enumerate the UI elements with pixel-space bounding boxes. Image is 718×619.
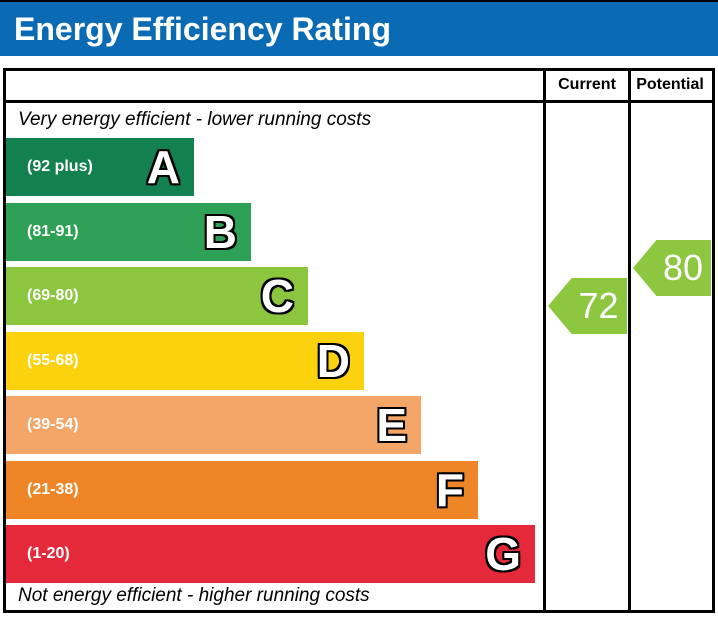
potential-column-header: Potential [636,76,704,93]
header-row-divider [6,100,712,103]
current-rating-arrow: 72 [548,278,627,334]
band-range-label: (81-91) [27,223,79,240]
band-g: (1-20) G [6,525,535,583]
band-letter: F [435,464,464,516]
potential-column-divider [628,71,631,610]
band-letter: A [146,141,180,193]
top-note: Very energy efficient - lower running co… [18,109,372,130]
top-border-line [0,0,718,2]
band-range-label: (69-80) [27,287,79,304]
band-e: (39-54) E [6,396,421,454]
band-letter: C [260,270,294,322]
band-letter: D [316,335,350,387]
potential-rating-value: 80 [662,247,704,288]
current-column-header: Current [558,76,616,93]
band-range-label: (92 plus) [27,158,93,175]
potential-rating-arrow: 80 [633,240,711,296]
band-letter: E [376,399,407,451]
band-d: (55-68) D [6,332,364,390]
band-letter: B [203,206,237,258]
bottom-note: Not energy efficient - higher running co… [18,585,370,606]
band-b: (81-91) B [6,203,251,261]
current-column-divider [543,71,546,610]
band-letter: G [485,528,521,580]
band-f: (21-38) F [6,461,478,519]
title-bar: Energy Efficiency Rating [0,2,718,56]
current-rating-value: 72 [578,285,619,326]
band-range-label: (55-68) [27,352,79,369]
band-c: (69-80) C [6,267,308,325]
page-title: Energy Efficiency Rating [14,10,391,47]
band-range-label: (39-54) [27,416,79,433]
band-a: (92 plus) A [6,138,194,196]
band-range-label: (21-38) [27,481,79,498]
energy-rating-table: Current Potential Very energy efficient … [3,68,715,613]
band-range-label: (1-20) [27,545,70,562]
